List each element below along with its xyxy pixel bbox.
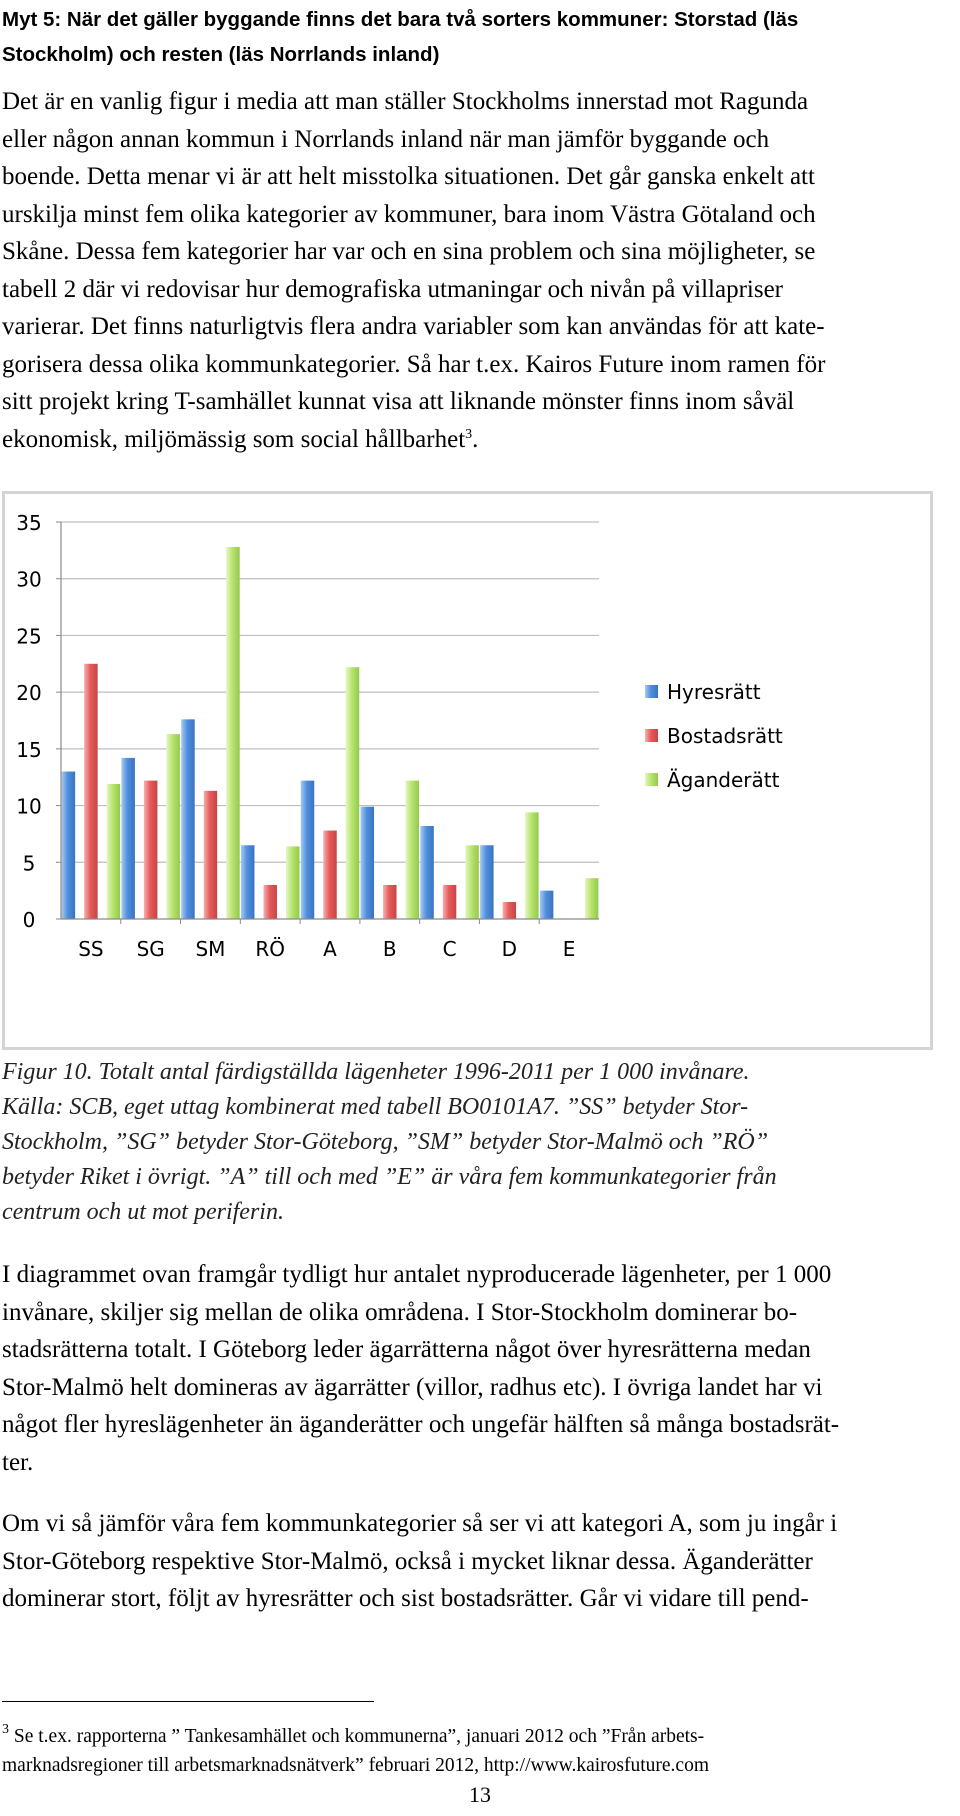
footnote-line: marknadsregioner till arbetsmarknadsnätv… bbox=[2, 1755, 710, 1776]
figure-caption: Figur 10. Totalt antal färdigställda läg… bbox=[2, 1055, 952, 1230]
bar-SS-Hyresrätt bbox=[61, 771, 76, 919]
text-line: ter. bbox=[2, 1448, 34, 1476]
bar-SS-Bostadsrätt bbox=[84, 663, 98, 919]
y-axis-ticks: 0 5 10 15 20 25 30 35 bbox=[16, 511, 61, 932]
text-fragment: ekonomisk, miljömässig som social hållba… bbox=[2, 425, 466, 453]
bar-C-Bostadsrätt bbox=[442, 884, 457, 919]
text-line: något fler hyreslägenheter än äganderätt… bbox=[2, 1411, 840, 1438]
text-line: eller någon annan kommun i Norrlands inl… bbox=[2, 125, 770, 153]
text-line: Om vi så jämför våra fem kommunkategorie… bbox=[2, 1510, 838, 1537]
footnote-text: Se t.ex. rapporterna ” Tankesamhället oc… bbox=[9, 1726, 705, 1747]
y-tick-label: 15 bbox=[16, 738, 41, 762]
bar-RÖ-Bostadsrätt bbox=[263, 884, 277, 919]
text-line: Skåne. Dessa fem kategorier har var och … bbox=[2, 238, 816, 265]
bar-B-Bostadsrätt bbox=[383, 884, 397, 919]
caption-line: betyder Riket i övrigt. ”A” till och med… bbox=[2, 1164, 777, 1190]
bar-D-Äganderätt bbox=[525, 812, 539, 919]
x-tick-label: A bbox=[323, 937, 337, 961]
x-axis-ticks: SS SG SM RÖ A B C D E bbox=[78, 919, 575, 961]
bar-chart: 0 5 10 15 20 25 30 35 SS SG SM RÖ A B C D E Hyresrätt Bo… bbox=[2, 491, 933, 1050]
text-line: gorisera dessa olika kommunkategorier. S… bbox=[2, 350, 826, 378]
x-tick-label: C bbox=[443, 937, 457, 961]
legend-swatch-Hyresrätt bbox=[645, 685, 658, 698]
bar-RÖ-Hyresrätt bbox=[240, 845, 255, 919]
legend-swatch-Bostadsrätt bbox=[645, 729, 658, 742]
y-tick-label: 25 bbox=[16, 624, 41, 648]
text-line: I diagrammet ovan framgår tydligt hur an… bbox=[2, 1261, 832, 1288]
y-tick-label: 10 bbox=[16, 795, 41, 819]
bar-C-Äganderätt bbox=[465, 845, 479, 919]
footnote: 3 Se t.ex. rapporterna ” Tankesamhället … bbox=[2, 1722, 957, 1780]
text-line: dominerar stort, följt av hyresrätter oc… bbox=[2, 1585, 809, 1612]
bar-C-Hyresrätt bbox=[420, 825, 434, 919]
bar-B-Äganderätt bbox=[405, 780, 420, 919]
text-line: varierar. Det finns naturligtvis flera a… bbox=[2, 313, 825, 340]
axes bbox=[60, 522, 599, 920]
bar-D-Bostadsrätt bbox=[502, 901, 517, 919]
bar-D-Hyresrätt bbox=[480, 845, 494, 919]
x-tick-label: RÖ bbox=[255, 937, 285, 961]
text-line: invånare, skiljer sig mellan de olika om… bbox=[2, 1298, 798, 1326]
paragraph-intro: Det är en vanlig figur i media att man s… bbox=[2, 83, 952, 458]
bar-RÖ-Äganderätt bbox=[285, 846, 300, 919]
gridlines bbox=[61, 521, 599, 863]
text-fragment: . bbox=[472, 425, 479, 453]
caption-line: Figur 10. Totalt antal färdigställda läg… bbox=[2, 1059, 750, 1085]
y-tick-label: 5 bbox=[23, 851, 36, 875]
bar-A-Bostadsrätt bbox=[323, 830, 337, 919]
y-tick-label: 0 bbox=[23, 908, 36, 932]
paragraph-analysis: I diagrammet ovan framgår tydligt hur an… bbox=[2, 1256, 952, 1481]
text-line: ekonomisk, miljömässig som social hållba… bbox=[2, 421, 952, 459]
paragraph-comparison: Om vi så jämför våra fem kommunkategorie… bbox=[2, 1505, 952, 1618]
bar-SM-Bostadsrätt bbox=[203, 790, 218, 919]
text-line: Det är en vanlig figur i media att man s… bbox=[2, 88, 809, 115]
bar-E-Hyresrätt bbox=[539, 890, 554, 919]
section-heading: Myt 5: När det gäller byggande finns det… bbox=[2, 2, 952, 72]
bar-SG-Äganderätt bbox=[166, 734, 180, 919]
footnote-number: 3 bbox=[2, 1722, 9, 1737]
heading-line: Stockholm) och resten (läs Norrlands inl… bbox=[2, 43, 440, 66]
x-tick-label: D bbox=[502, 937, 517, 961]
bars bbox=[61, 546, 599, 919]
bar-B-Hyresrätt bbox=[360, 806, 375, 919]
caption-line: Källa: SCB, eget uttag kombinerat med ta… bbox=[2, 1094, 749, 1120]
x-tick-label: SM bbox=[195, 937, 225, 961]
text-line: boende. Detta menar vi är att helt misst… bbox=[2, 163, 815, 190]
chart-canvas: 0 5 10 15 20 25 30 35 SS SG SM RÖ A B C D E Hyresrätt Bo… bbox=[16, 511, 783, 961]
text-line: tabell 2 där vi redovisar hur demografis… bbox=[2, 275, 783, 303]
footnote-reference[interactable]: 3 bbox=[465, 426, 473, 442]
x-tick-label: E bbox=[563, 937, 576, 961]
x-tick-label: SS bbox=[78, 937, 103, 961]
bar-SM-Äganderätt bbox=[226, 546, 240, 919]
legend-label: Hyresrätt bbox=[667, 680, 761, 704]
bar-SS-Äganderätt bbox=[106, 784, 121, 919]
footnote-line: 3 Se t.ex. rapporterna ” Tankesamhället … bbox=[2, 1722, 957, 1751]
text-line: Stor-Göteborg respektive Stor-Malmö, ock… bbox=[2, 1547, 813, 1575]
y-tick-label: 30 bbox=[16, 568, 41, 592]
text-line: stadsrätterna totalt. I Göteborg leder ä… bbox=[2, 1336, 811, 1363]
footnote-divider bbox=[2, 1701, 374, 1702]
text-line: Stor-Malmö helt domineras av ägarrätter … bbox=[2, 1373, 823, 1401]
bar-A-Hyresrätt bbox=[300, 780, 315, 919]
bar-SM-Hyresrätt bbox=[181, 719, 195, 919]
bar-A-Äganderätt bbox=[345, 667, 360, 919]
text-line: sitt projekt kring T-samhället kunnat vi… bbox=[2, 388, 795, 415]
y-tick-label: 20 bbox=[16, 681, 41, 705]
bar-SG-Bostadsrätt bbox=[143, 780, 158, 919]
legend: Hyresrätt Bostadsrätt Äganderätt bbox=[645, 680, 783, 792]
legend-label: Bostadsrätt bbox=[667, 724, 783, 748]
x-tick-label: SG bbox=[137, 937, 165, 961]
bar-SG-Hyresrätt bbox=[121, 757, 135, 919]
legend-label: Äganderätt bbox=[667, 768, 780, 792]
bar-E-Äganderätt bbox=[584, 878, 599, 919]
page-number: 13 bbox=[469, 1782, 491, 1807]
y-tick-label: 35 bbox=[16, 511, 41, 535]
heading-line: Myt 5: När det gäller byggande finns det… bbox=[2, 8, 799, 31]
x-tick-label: B bbox=[383, 937, 397, 961]
caption-line: centrum och ut mot periferin. bbox=[2, 1199, 284, 1225]
caption-line: Stockholm, ”SG” betyder Stor-Göteborg, ”… bbox=[2, 1129, 769, 1155]
legend-swatch-Äganderätt bbox=[645, 773, 658, 786]
text-line: urskilja minst fem olika kategorier av k… bbox=[2, 200, 816, 228]
